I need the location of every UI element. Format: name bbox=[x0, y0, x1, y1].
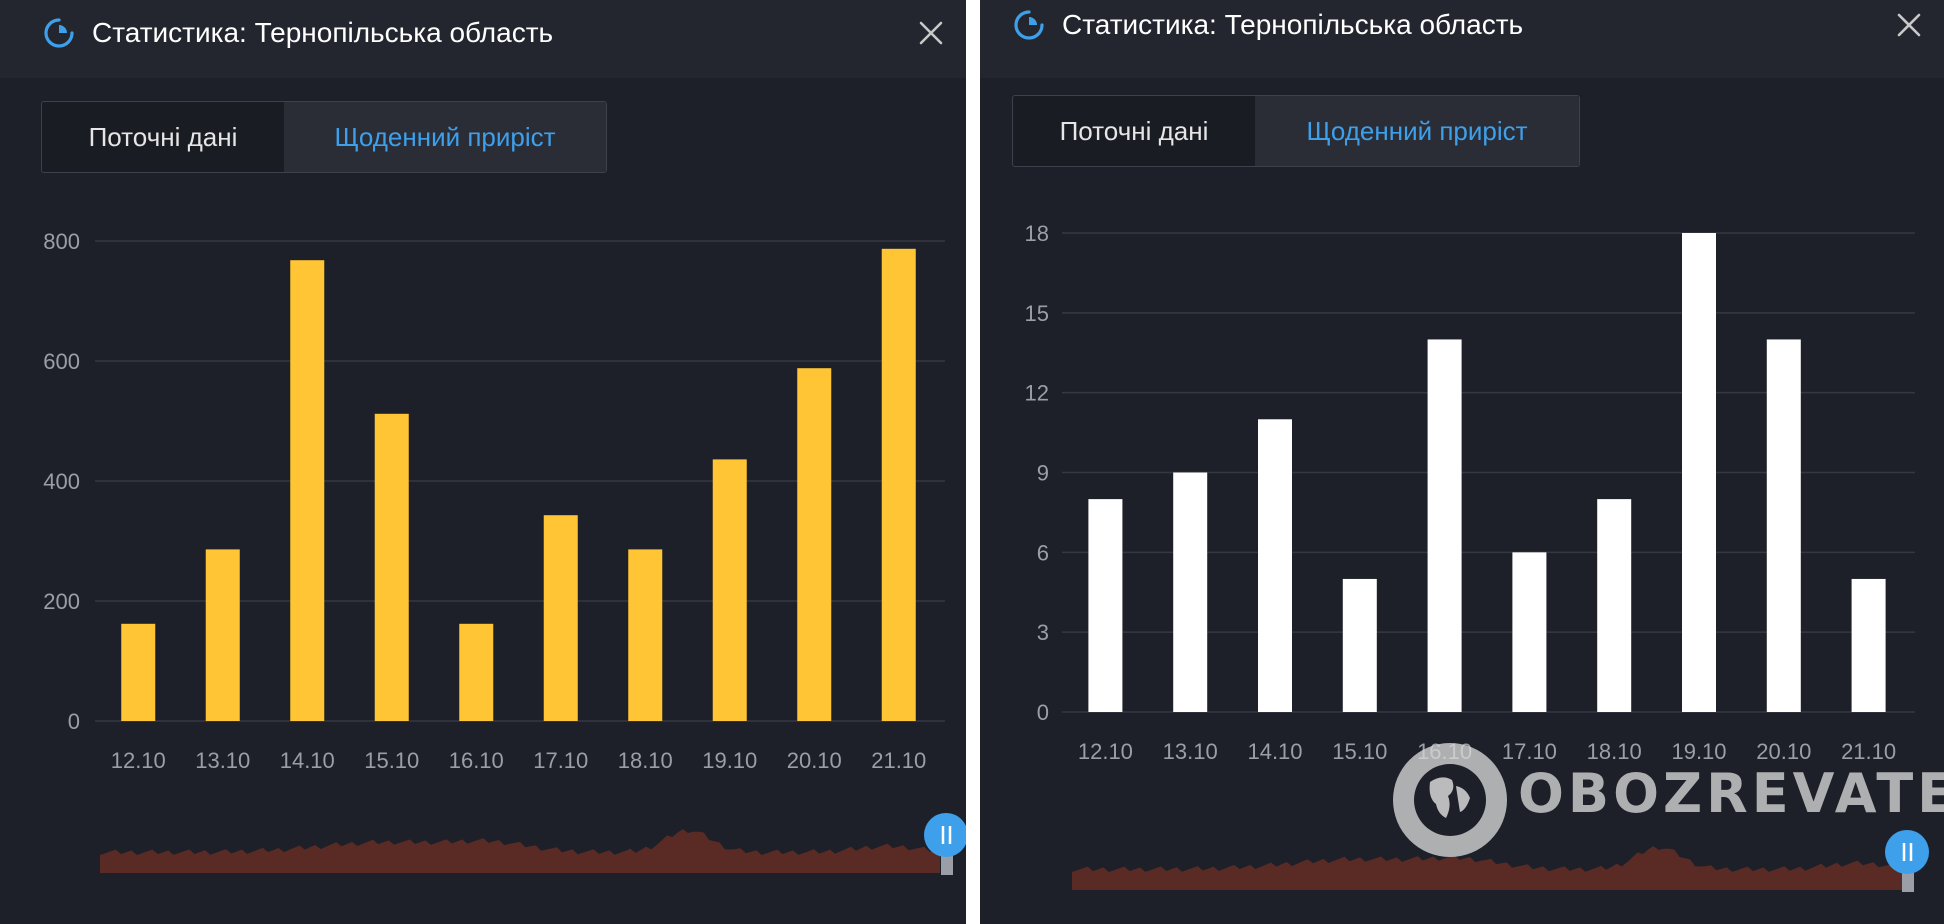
x-tick-label: 17.10 bbox=[533, 748, 588, 773]
x-tick-label: 12.10 bbox=[1078, 739, 1133, 764]
x-tick-label: 13.10 bbox=[1163, 739, 1218, 764]
pie-chart-icon bbox=[44, 18, 74, 48]
bar bbox=[628, 549, 663, 721]
bar bbox=[543, 515, 578, 721]
y-tick-label: 200 bbox=[43, 589, 80, 614]
x-tick-label: 18.10 bbox=[618, 748, 673, 773]
bar bbox=[459, 623, 494, 721]
pie-chart-icon bbox=[1014, 10, 1044, 40]
titlebar: Статистика: Тернопільська область bbox=[980, 0, 1944, 78]
watermark-text: OBOZREVATEL bbox=[1518, 762, 1944, 825]
range-handle-icon[interactable] bbox=[924, 813, 966, 857]
stats-panel-right: Статистика: Тернопільська область Поточн… bbox=[980, 0, 1944, 924]
x-tick-label: 15.10 bbox=[364, 748, 419, 773]
tab-group: Поточні дані Щоденний приріст bbox=[41, 101, 607, 173]
bar bbox=[712, 459, 747, 721]
close-icon[interactable] bbox=[1896, 12, 1922, 38]
x-tick-label: 14.10 bbox=[280, 748, 335, 773]
bar bbox=[121, 623, 156, 721]
titlebar: Статистика: Тернопільська область bbox=[0, 0, 966, 78]
x-tick-label: 16.10 bbox=[449, 748, 504, 773]
x-tick-label: 14.10 bbox=[1247, 739, 1302, 764]
x-tick-label: 13.10 bbox=[195, 748, 250, 773]
x-tick-label: 15.10 bbox=[1332, 739, 1387, 764]
bar bbox=[205, 549, 240, 721]
overview-navigator bbox=[100, 813, 966, 875]
tab-current-data[interactable]: Поточні дані bbox=[1059, 115, 1209, 146]
overview-area bbox=[1072, 846, 1910, 890]
tab-daily-growth[interactable]: Щоденний приріст bbox=[284, 102, 606, 172]
x-tick-label: 20.10 bbox=[787, 748, 842, 773]
y-tick-label: 600 bbox=[43, 349, 80, 374]
range-handle-icon[interactable] bbox=[1885, 830, 1929, 874]
y-tick-label: 12 bbox=[1025, 381, 1049, 406]
x-tick-label: 21.10 bbox=[1841, 739, 1896, 764]
stats-panel-left: Статистика: Тернопільська область Поточн… bbox=[0, 0, 966, 924]
x-tick-label: 12.10 bbox=[111, 748, 166, 773]
bar bbox=[1173, 472, 1208, 712]
bar bbox=[290, 260, 325, 721]
range-handle-knob bbox=[1885, 830, 1929, 874]
x-tick-label: 18.10 bbox=[1587, 739, 1642, 764]
x-tick-label: 19.10 bbox=[1671, 739, 1726, 764]
y-tick-label: 9 bbox=[1037, 461, 1049, 486]
bar bbox=[1597, 499, 1632, 712]
tab-daily-growth[interactable]: Щоденний приріст bbox=[1255, 96, 1579, 166]
panel-title: Статистика: Тернопільська область bbox=[1062, 9, 1524, 40]
globe-logo-icon bbox=[1393, 743, 1507, 857]
y-tick-label: 400 bbox=[43, 469, 80, 494]
y-tick-label: 0 bbox=[1037, 700, 1049, 725]
bar bbox=[374, 413, 409, 721]
bar bbox=[1427, 339, 1462, 712]
range-handle-knob bbox=[924, 813, 966, 857]
x-tick-label: 20.10 bbox=[1756, 739, 1811, 764]
tab-current-data[interactable]: Поточні дані bbox=[88, 121, 238, 152]
bar bbox=[1512, 552, 1547, 712]
x-tick-label: 19.10 bbox=[702, 748, 757, 773]
y-tick-label: 6 bbox=[1037, 540, 1049, 565]
y-tick-label: 3 bbox=[1037, 620, 1049, 645]
bar bbox=[1088, 499, 1123, 712]
bar bbox=[1766, 339, 1801, 712]
panel-title: Статистика: Тернопільська область bbox=[92, 17, 554, 48]
overview-navigator bbox=[1072, 830, 1929, 892]
bar bbox=[1851, 578, 1886, 712]
watermark: OBOZREVATEL bbox=[1390, 740, 1944, 860]
bar bbox=[797, 368, 832, 721]
x-tick-label: 21.10 bbox=[871, 748, 926, 773]
bar-chart: 0 200 400 600 800 12.10 13.10 14.10 15.10 16.10 17… bbox=[43, 229, 966, 875]
overview-area bbox=[100, 829, 940, 873]
bar bbox=[1682, 233, 1716, 712]
y-tick-label: 800 bbox=[43, 229, 80, 254]
bar bbox=[1258, 419, 1292, 712]
bar bbox=[1342, 578, 1377, 712]
x-tick-label: 17.10 bbox=[1502, 739, 1557, 764]
tab-group: Поточні дані Щоденний приріст bbox=[1012, 95, 1580, 167]
y-tick-label: 0 bbox=[68, 709, 80, 734]
close-icon[interactable] bbox=[918, 20, 944, 46]
y-tick-label: 18 bbox=[1025, 221, 1049, 246]
bar-chart: 036912151812.1013.1014.1015.1016.1017.10… bbox=[1025, 221, 1929, 892]
bar bbox=[881, 248, 916, 722]
y-tick-label: 15 bbox=[1025, 301, 1049, 326]
